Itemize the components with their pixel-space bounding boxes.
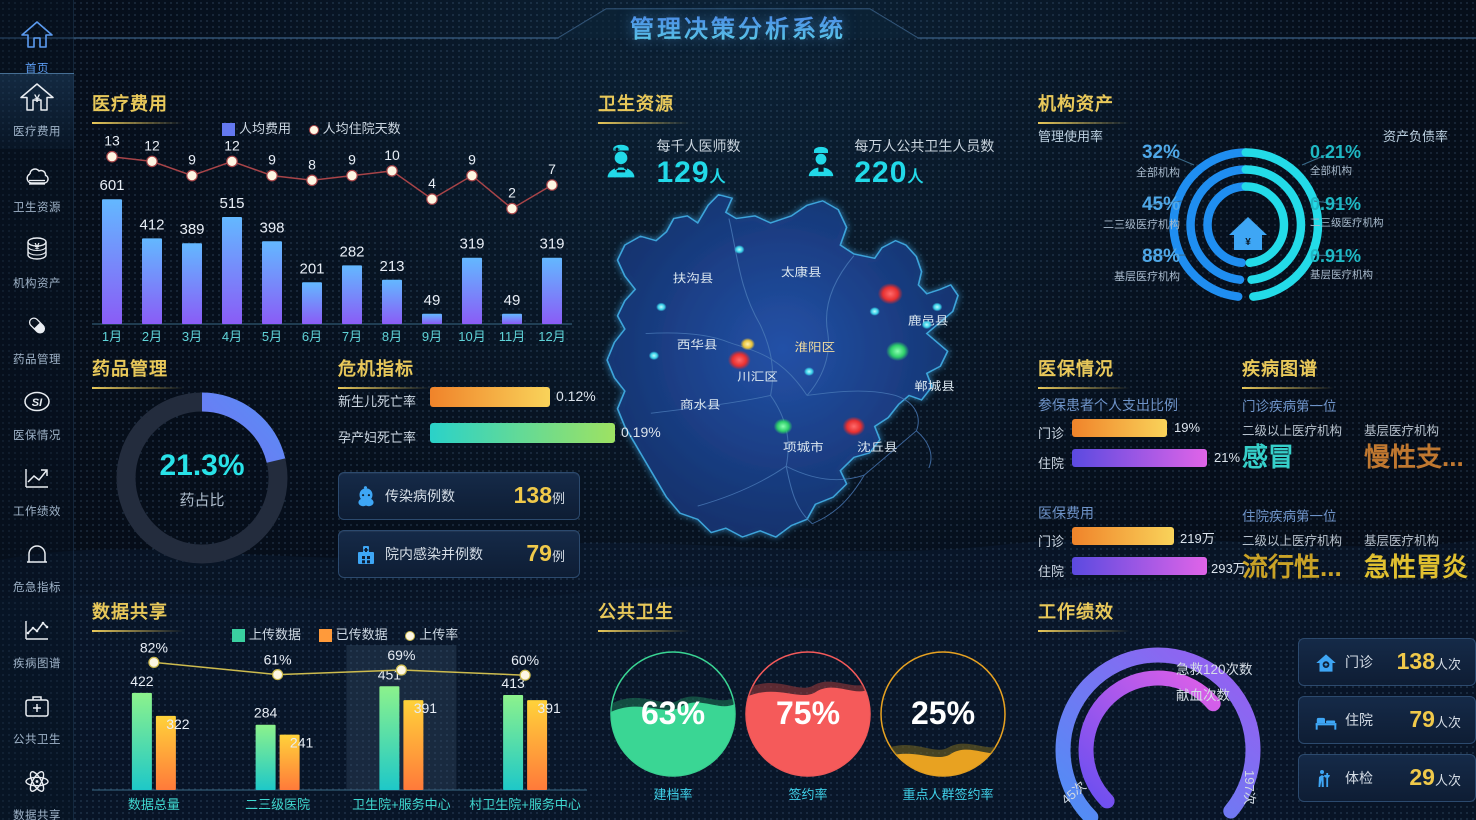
svg-text:11月: 11月 <box>499 329 526 344</box>
svg-text:西华县: 西华县 <box>677 339 718 352</box>
svg-text:398: 398 <box>259 219 284 236</box>
svg-text:12: 12 <box>144 137 160 153</box>
svg-text:515: 515 <box>219 195 244 212</box>
svg-text:284: 284 <box>254 705 278 721</box>
svg-text:太康县: 太康县 <box>781 265 822 279</box>
svg-text:25%: 25% <box>911 695 975 731</box>
svg-text:75%: 75% <box>776 695 840 731</box>
svg-text:项城市: 项城市 <box>783 440 824 454</box>
svg-text:322: 322 <box>166 716 190 732</box>
svg-text:391: 391 <box>537 700 561 716</box>
svg-text:319: 319 <box>539 236 564 253</box>
svg-text:201: 201 <box>299 260 324 277</box>
svg-text:69%: 69% <box>387 647 415 663</box>
svg-text:61%: 61% <box>264 652 292 668</box>
svg-text:213: 213 <box>379 258 404 275</box>
svg-text:82%: 82% <box>140 639 168 655</box>
svg-text:9: 9 <box>268 152 276 168</box>
svg-text:319: 319 <box>459 236 484 253</box>
svg-text:389: 389 <box>179 221 204 238</box>
svg-text:49: 49 <box>424 292 441 309</box>
svg-text:4月: 4月 <box>222 329 242 344</box>
svg-text:8月: 8月 <box>382 329 402 344</box>
svg-text:422: 422 <box>130 673 154 689</box>
svg-text:沈丘县: 沈丘县 <box>857 441 898 454</box>
svg-text:¥: ¥ <box>34 93 41 105</box>
svg-text:8: 8 <box>308 156 316 172</box>
svg-text:1月: 1月 <box>102 329 122 344</box>
svg-text:9: 9 <box>188 152 196 168</box>
svg-text:村卫生院+服务中心: 村卫生院+服务中心 <box>469 797 581 812</box>
svg-text:60%: 60% <box>511 652 539 668</box>
svg-text:13: 13 <box>104 133 120 149</box>
svg-text:淮阳区: 淮阳区 <box>795 341 836 354</box>
svg-text:10月: 10月 <box>458 329 485 344</box>
svg-text:2: 2 <box>508 185 516 201</box>
svg-text:7: 7 <box>548 161 556 177</box>
svg-text:药占比: 药占比 <box>179 492 224 509</box>
svg-text:数据总量: 数据总量 <box>128 797 180 812</box>
svg-text:241: 241 <box>290 735 314 751</box>
svg-text:391: 391 <box>414 700 438 716</box>
svg-text:412: 412 <box>139 216 164 233</box>
svg-text:12: 12 <box>224 137 240 153</box>
svg-text:63%: 63% <box>641 695 705 731</box>
svg-text:10: 10 <box>384 147 400 163</box>
svg-text:6月: 6月 <box>302 329 322 344</box>
svg-text:扶沟县: 扶沟县 <box>673 272 714 285</box>
svg-text:601: 601 <box>99 177 124 194</box>
svg-text:12月: 12月 <box>538 329 565 344</box>
svg-text:商水县: 商水县 <box>680 399 721 412</box>
svg-text:SI: SI <box>32 397 43 409</box>
svg-text:9: 9 <box>348 152 356 168</box>
svg-text:¥: ¥ <box>1245 237 1251 248</box>
svg-text:川汇区: 川汇区 <box>737 370 778 383</box>
svg-text:9月: 9月 <box>422 329 442 344</box>
svg-text:197次: 197次 <box>1242 770 1257 805</box>
svg-text:2月: 2月 <box>142 329 162 344</box>
svg-text:282: 282 <box>339 243 364 260</box>
svg-text:4: 4 <box>428 175 436 191</box>
svg-text:卫生院+服务中心: 卫生院+服务中心 <box>352 797 451 812</box>
svg-text:¥: ¥ <box>34 242 39 252</box>
svg-text:郸城县: 郸城县 <box>914 380 955 393</box>
svg-text:二三级医院: 二三级医院 <box>245 797 310 812</box>
svg-text:5月: 5月 <box>262 329 282 344</box>
svg-text:9: 9 <box>468 152 476 168</box>
svg-text:3月: 3月 <box>182 329 202 344</box>
svg-text:49: 49 <box>504 292 521 309</box>
svg-text:7月: 7月 <box>342 329 362 344</box>
svg-text:21.3%: 21.3% <box>159 449 244 482</box>
